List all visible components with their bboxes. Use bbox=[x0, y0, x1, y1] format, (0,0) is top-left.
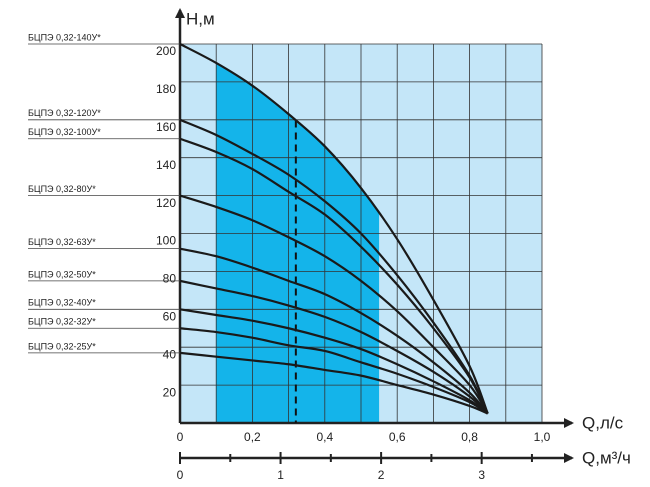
y-tick-label: 160 bbox=[156, 120, 176, 134]
pump-curve bbox=[179, 194, 489, 415]
legend-label: БЦПЭ 0,32-50У* bbox=[28, 269, 96, 279]
x2-tick-label: 1 bbox=[277, 468, 284, 482]
y-tick-label: 180 bbox=[156, 82, 176, 96]
x2-axis-label: Q,м³/ч bbox=[582, 448, 631, 467]
x2-tick-label: 2 bbox=[378, 468, 385, 482]
x-tick-label: 0,2 bbox=[244, 430, 261, 444]
y-tick-label: 140 bbox=[156, 158, 176, 172]
legend-label: БЦПЭ 0,32-25У* bbox=[28, 341, 96, 351]
legend-label: БЦПЭ 0,32-63У* bbox=[28, 237, 96, 247]
pump-curve bbox=[179, 43, 489, 414]
pump-curve bbox=[179, 118, 489, 414]
x-tick-label: 1,0 bbox=[534, 430, 551, 444]
x-axis-label: Q,л/с bbox=[582, 413, 624, 432]
x-tick-label: 0 bbox=[177, 430, 184, 444]
y-tick-label: 40 bbox=[163, 347, 177, 361]
x-tick-label: 0,6 bbox=[389, 430, 406, 444]
legend-label: БЦПЭ 0,32-100У* bbox=[28, 127, 101, 137]
y-tick-label: 60 bbox=[163, 309, 177, 323]
y-tick-label: 80 bbox=[163, 272, 177, 286]
pump-curve bbox=[179, 137, 489, 415]
y-tick-label: 120 bbox=[156, 196, 176, 210]
x2-tick-label: 3 bbox=[478, 468, 485, 482]
x-tick-label: 0,8 bbox=[461, 430, 478, 444]
x2-tick-label: 0 bbox=[177, 468, 184, 482]
y-tick-label: 100 bbox=[156, 234, 176, 248]
legend-label: БЦПЭ 0,32-40У* bbox=[28, 298, 96, 308]
pump-curve bbox=[179, 351, 489, 415]
legend-label: БЦПЭ 0,32-120У* bbox=[28, 108, 101, 118]
pump-curve bbox=[179, 279, 489, 415]
legend-label: БЦПЭ 0,32-140У* bbox=[28, 32, 101, 42]
y-axis-label: H,м bbox=[186, 9, 215, 28]
pump-curve bbox=[179, 327, 489, 415]
y-tick-label: 20 bbox=[163, 385, 177, 399]
legend-label: БЦПЭ 0,32-80У* bbox=[28, 184, 96, 194]
legend-label: БЦПЭ 0,32-32У* bbox=[28, 317, 96, 327]
pump-curve bbox=[179, 308, 489, 415]
x-tick-label: 0,4 bbox=[316, 430, 333, 444]
pump-curve bbox=[179, 247, 489, 415]
y-tick-label: 200 bbox=[156, 44, 176, 58]
